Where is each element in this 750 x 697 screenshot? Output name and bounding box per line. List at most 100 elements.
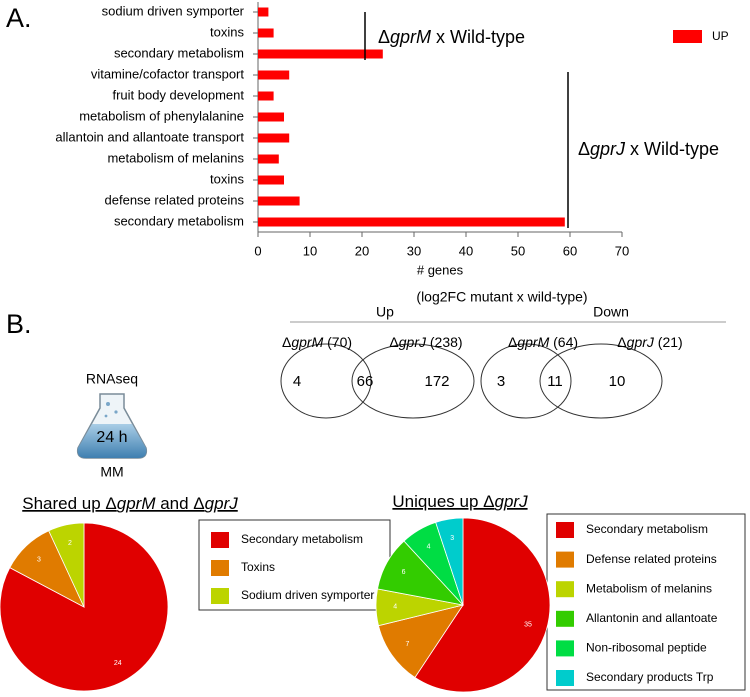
- legend-swatch: [673, 30, 702, 43]
- bar: [258, 154, 279, 164]
- pie-slice: [414, 517, 551, 693]
- legend-label: Sodium driven symporter: [241, 588, 374, 602]
- legend-label: Secondary metabolism: [586, 522, 708, 536]
- x-tick-label: 20: [355, 243, 369, 258]
- label-part: Δ: [508, 334, 517, 350]
- x-tick-label: 0: [254, 243, 261, 258]
- flask-icon: [76, 393, 148, 459]
- y-tick-label: toxins: [210, 171, 244, 186]
- venn-count: 3: [497, 373, 505, 390]
- legend-label: Allantonin and allantoate: [586, 611, 718, 625]
- label-part: Δ: [378, 27, 390, 47]
- venn-count: 11: [547, 373, 563, 390]
- legend-box: [546, 513, 746, 691]
- label: ΔgprM (70): [282, 334, 352, 350]
- label-part: gprM: [517, 334, 549, 350]
- venn-circle: [351, 343, 475, 419]
- slice-label: 7: [406, 641, 410, 648]
- label: Uniques up ΔgprJ: [392, 492, 528, 511]
- x-axis-label: # genes: [417, 262, 464, 277]
- label-part: gprJ: [495, 492, 529, 511]
- venn-group-label: Up: [376, 304, 394, 320]
- legend-swatch: [556, 670, 574, 686]
- label-part: x Wild-type: [431, 27, 525, 47]
- label-part: (238): [426, 334, 463, 350]
- flask-label: MM: [100, 464, 123, 480]
- venn-circle: [480, 343, 572, 419]
- bar: [258, 49, 383, 59]
- y-tick-label: metabolism of phenylalanine: [79, 108, 244, 123]
- bar: [258, 70, 290, 80]
- bar: [258, 28, 274, 38]
- slice-label: 4: [393, 604, 397, 611]
- slice-label: 2: [68, 540, 72, 547]
- bar: [258, 217, 565, 227]
- label-part: gprJ: [399, 334, 427, 350]
- venn-count: 10: [609, 373, 626, 390]
- legend-label: Defense related proteins: [586, 552, 717, 566]
- y-tick-label: toxins: [210, 24, 244, 39]
- y-tick-label: secondary metabolism: [114, 213, 244, 228]
- label-part: gprJ: [627, 334, 655, 350]
- y-tick-label: defense related proteins: [105, 192, 245, 207]
- venn-circle: [539, 343, 663, 419]
- x-tick-label: 40: [459, 243, 473, 258]
- label-part: Δ: [617, 334, 626, 350]
- label: ΔgprJ (238): [389, 334, 462, 350]
- flask-label: RNAseq: [86, 371, 138, 387]
- x-tick-label: 30: [407, 243, 421, 258]
- y-tick-label: fruit body development: [112, 87, 244, 102]
- label: ΔgprM x Wild-type: [378, 27, 525, 47]
- legend-swatch: [556, 640, 574, 657]
- bar: [258, 133, 290, 143]
- venn-header: (log2FC mutant x wild-type): [416, 289, 587, 305]
- label-part: x Wild-type: [625, 139, 719, 159]
- label-part: (21): [654, 334, 683, 350]
- label-part: (70): [323, 334, 352, 350]
- label-part: and Δ: [156, 494, 205, 513]
- slice-label: 3: [37, 556, 41, 563]
- label-part: gprM: [117, 494, 157, 513]
- y-tick-label: secondary metabolism: [114, 45, 244, 60]
- label: ΔgprJ (21): [617, 334, 682, 350]
- legend-swatch: [211, 532, 229, 548]
- y-tick-label: vitamine/cofactor transport: [91, 66, 245, 81]
- label-part: gprJ: [205, 494, 239, 513]
- legend-swatch: [211, 560, 229, 576]
- label-part: gprJ: [590, 139, 626, 159]
- legend-swatch: [556, 522, 574, 538]
- slice-label: 24: [114, 660, 122, 667]
- bar: [258, 91, 274, 101]
- flask-label: 24 h: [96, 429, 127, 446]
- y-tick-label: allantoin and allantoate transport: [55, 129, 244, 144]
- legend-box: [198, 519, 391, 611]
- label-part: Δ: [389, 334, 398, 350]
- x-tick-label: 50: [511, 243, 525, 258]
- panel-label: A.: [6, 3, 32, 33]
- pie-slice: [435, 517, 464, 606]
- label-part: Δ: [282, 334, 291, 350]
- bar: [258, 112, 284, 122]
- legend-label: Metabolism of melanins: [586, 581, 712, 595]
- slice-label: 3: [450, 535, 454, 542]
- slice-label: 4: [427, 543, 431, 550]
- x-tick-label: 60: [563, 243, 577, 258]
- label-part: Uniques up Δ: [392, 492, 494, 511]
- y-tick-label: metabolism of melanins: [107, 150, 244, 165]
- legend-label: Secondary products Trp: [586, 670, 714, 684]
- panel-label: B.: [6, 309, 32, 339]
- label: Shared up ΔgprM and ΔgprJ: [22, 494, 238, 513]
- label: ΔgprM (64): [508, 334, 578, 350]
- slice-label: 6: [402, 569, 406, 576]
- legend-swatch: [211, 588, 229, 604]
- label-part: Shared up Δ: [22, 494, 117, 513]
- label-part: gprM: [390, 27, 431, 47]
- legend-swatch: [556, 581, 574, 598]
- x-tick-label: 70: [615, 243, 629, 258]
- legend-swatch: [556, 551, 574, 568]
- bar: [258, 7, 269, 17]
- label-part: Δ: [578, 139, 590, 159]
- pie-slice: [378, 604, 464, 679]
- legend-swatch: [556, 610, 574, 627]
